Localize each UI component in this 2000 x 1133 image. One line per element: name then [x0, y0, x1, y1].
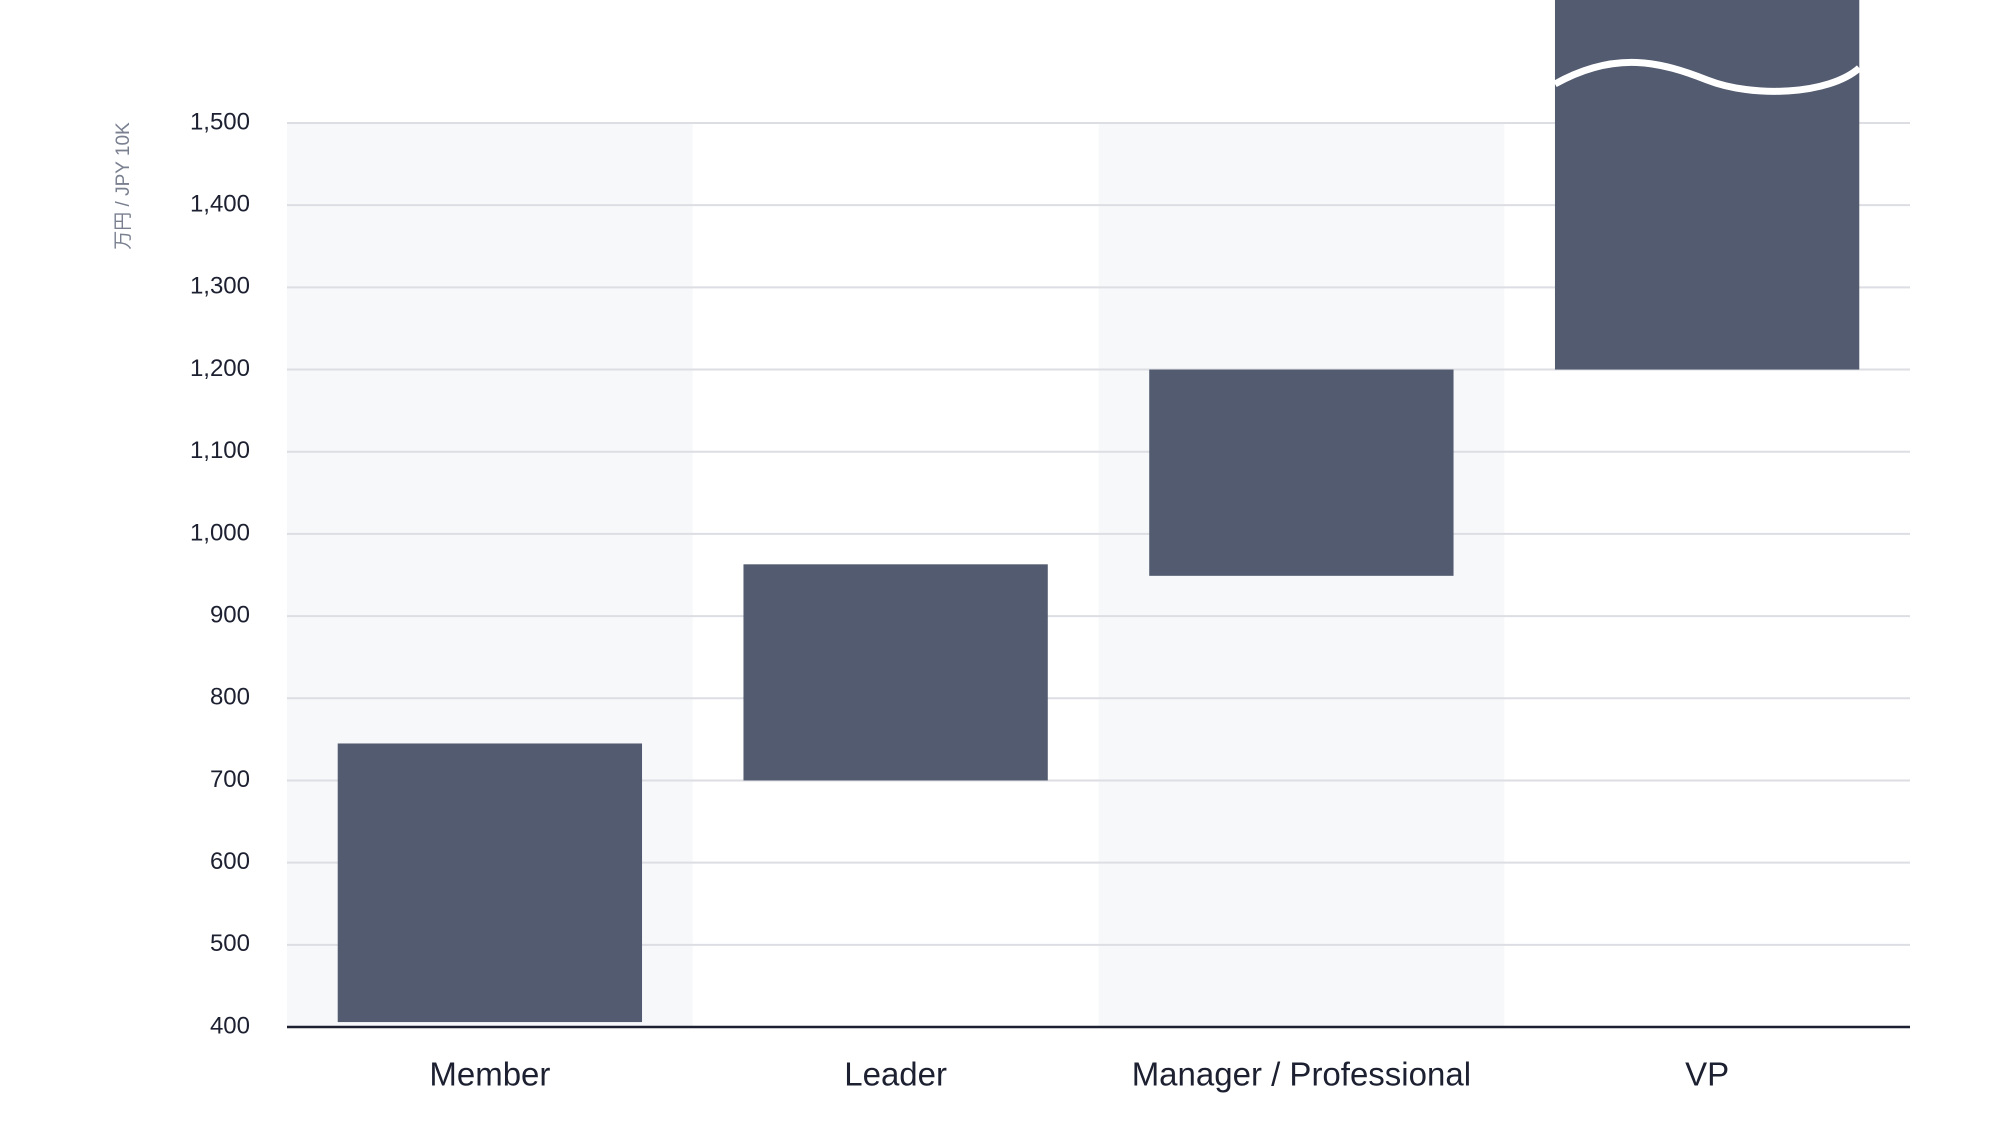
y-tick-label: 500: [210, 930, 250, 957]
y-tick-label: 1,500: [190, 108, 250, 135]
y-tick-label: 1,400: [190, 191, 250, 218]
bar: [1149, 369, 1454, 576]
y-tick-label: 600: [210, 848, 250, 875]
y-tick-label: 1,300: [190, 273, 250, 300]
x-tick-label: Manager / Professional: [1132, 1056, 1471, 1093]
y-tick-label: 800: [210, 684, 250, 711]
bar: [337, 743, 643, 1023]
y-tick-label: 400: [210, 1012, 250, 1039]
x-tick-label: VP: [1685, 1056, 1729, 1093]
x-tick-label: Leader: [844, 1056, 947, 1093]
y-tick-label: 1,000: [190, 519, 250, 546]
bar: [1554, 0, 1860, 370]
bar: [743, 564, 1048, 781]
y-tick-label: 700: [210, 766, 250, 793]
x-tick-label: Member: [429, 1056, 550, 1093]
axis-break: [1553, 58, 1862, 95]
y-tick-label: 900: [210, 601, 250, 628]
y-tick-label: 1,100: [190, 437, 250, 464]
y-tick-label: 1,200: [190, 355, 250, 382]
y-axis-title: 万円 / JPY 10K: [113, 122, 134, 250]
